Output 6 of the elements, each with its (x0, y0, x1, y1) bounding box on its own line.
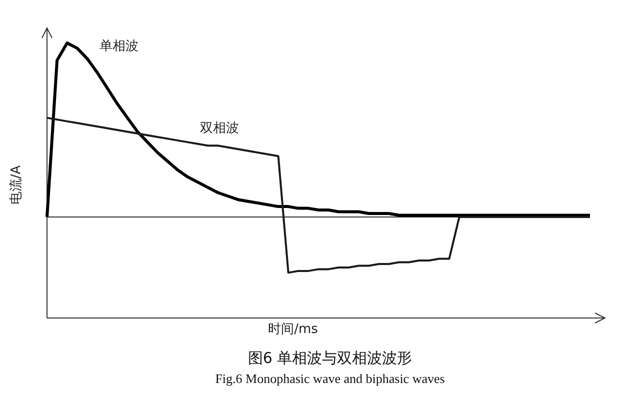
series-label: 单相波 (99, 39, 138, 54)
y-axis-title: 电流/A (8, 165, 24, 205)
text: Fig.6 Monophasic wave and biphasic waves (215, 371, 445, 386)
x-axis-title: 时间/ms (268, 322, 318, 337)
text: 图6 单相波与双相波波形 (248, 349, 412, 367)
series-label: 双相波 (200, 120, 239, 136)
